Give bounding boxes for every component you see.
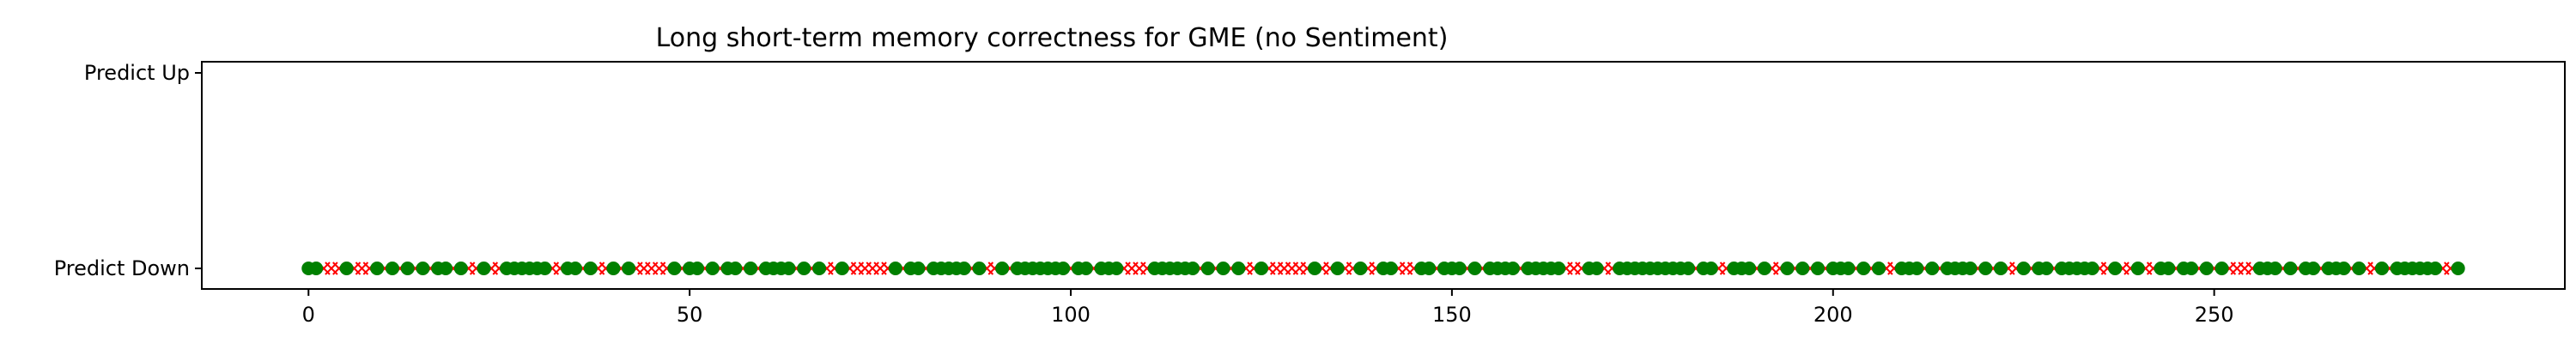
correct-prediction-point	[622, 262, 636, 275]
correct-prediction-point	[1186, 262, 1200, 275]
correct-prediction-point	[2161, 262, 2176, 275]
correct-prediction-point	[2283, 262, 2298, 275]
correct-prediction-point	[1757, 262, 1771, 275]
correct-prediction-point	[705, 262, 720, 275]
correct-prediction-point	[1925, 262, 1940, 275]
correct-prediction-point	[1795, 262, 1810, 275]
correct-prediction-point	[1467, 262, 1482, 275]
correct-prediction-point	[1109, 262, 1124, 275]
correct-prediction-point	[416, 262, 430, 275]
correct-prediction-point	[1353, 262, 1368, 275]
correct-prediction-point	[1452, 262, 1467, 275]
correct-prediction-point	[2451, 262, 2465, 275]
correct-prediction-point	[1681, 262, 1696, 275]
correct-prediction-point	[1200, 262, 1215, 275]
correct-prediction-point	[1963, 262, 1978, 275]
x-tick-label: 100	[1051, 303, 1091, 327]
correct-prediction-point	[370, 262, 385, 275]
correct-prediction-point	[2215, 262, 2229, 275]
correct-prediction-point	[812, 262, 827, 275]
correct-prediction-point	[2016, 262, 2031, 275]
correct-prediction-point	[911, 262, 926, 275]
correct-prediction-point	[1872, 262, 1886, 275]
correct-prediction-point	[957, 262, 971, 275]
correct-prediction-point	[797, 262, 811, 275]
correct-prediction-point	[1078, 262, 1093, 275]
y-axis: Predict Down Predict Up	[54, 61, 202, 280]
correct-prediction-point	[385, 262, 399, 275]
correct-prediction-point	[1254, 262, 1268, 275]
x-tick-label: 50	[677, 303, 703, 327]
correct-prediction-point	[538, 262, 552, 275]
correct-prediction-point	[400, 262, 415, 275]
correct-prediction-point	[835, 262, 849, 275]
x-axis: 0 50 100 150 200 250	[302, 289, 2234, 327]
correct-prediction-point	[477, 262, 491, 275]
correct-prediction-point	[1505, 262, 1520, 275]
correct-prediction-point	[995, 262, 1010, 275]
y-tick-label: Predict Up	[84, 61, 190, 85]
correct-prediction-point	[2199, 262, 2214, 275]
correct-prediction-point	[1383, 262, 1398, 275]
correct-prediction-point	[453, 262, 468, 275]
correct-prediction-point	[1978, 262, 1993, 275]
correct-prediction-point	[667, 262, 682, 275]
correct-prediction-point	[888, 262, 902, 275]
correct-prediction-point	[583, 262, 598, 275]
plot-area	[201, 61, 2566, 290]
correct-prediction-point	[1994, 262, 2008, 275]
correct-prediction-point	[781, 262, 796, 275]
correct-prediction-point	[1552, 262, 1566, 275]
x-tick-label: 200	[1814, 303, 1853, 327]
correct-prediction-point	[1742, 262, 1757, 275]
correct-prediction-point	[2336, 262, 2351, 275]
correct-prediction-point	[568, 262, 582, 275]
x-tick-label: 0	[302, 303, 315, 327]
correct-prediction-point	[1422, 262, 1437, 275]
x-tick-label: 250	[2195, 303, 2234, 327]
correct-prediction-point	[1308, 262, 1322, 275]
correct-prediction-point	[1330, 262, 1345, 275]
correct-prediction-point	[309, 262, 324, 275]
correct-prediction-point	[606, 262, 621, 275]
y-tick-label: Predict Down	[54, 256, 190, 280]
correct-prediction-point	[1216, 262, 1230, 275]
chart-title: Long short-term memory correctness for G…	[656, 23, 1449, 53]
correct-prediction-point	[1811, 262, 1826, 275]
correct-prediction-point	[744, 262, 758, 275]
correct-prediction-point	[1704, 262, 1718, 275]
correct-prediction-point	[2306, 262, 2321, 275]
correct-prediction-point	[2108, 262, 2123, 275]
correct-prediction-point	[1780, 262, 1795, 275]
correct-prediction-point	[2428, 262, 2443, 275]
correct-prediction-point	[1589, 262, 1604, 275]
correct-prediction-point	[1056, 262, 1071, 275]
correct-prediction-point	[690, 262, 705, 275]
x-tick-label: 150	[1432, 303, 1472, 327]
data-marks	[301, 262, 2465, 275]
correct-prediction-point	[2039, 262, 2054, 275]
correct-prediction-point	[1856, 262, 1871, 275]
correct-prediction-point	[1841, 262, 1856, 275]
correct-prediction-point	[1910, 262, 1924, 275]
correct-prediction-point	[2268, 262, 2282, 275]
correct-prediction-point	[728, 262, 743, 275]
correct-prediction-point	[2130, 262, 2145, 275]
correct-prediction-point	[439, 262, 453, 275]
correct-prediction-point	[339, 262, 354, 275]
correct-prediction-point	[2352, 262, 2366, 275]
correct-prediction-point	[1231, 262, 1246, 275]
correct-prediction-point	[2085, 262, 2099, 275]
correct-prediction-point	[2184, 262, 2199, 275]
correct-prediction-point	[972, 262, 987, 275]
correct-prediction-point	[2374, 262, 2389, 275]
